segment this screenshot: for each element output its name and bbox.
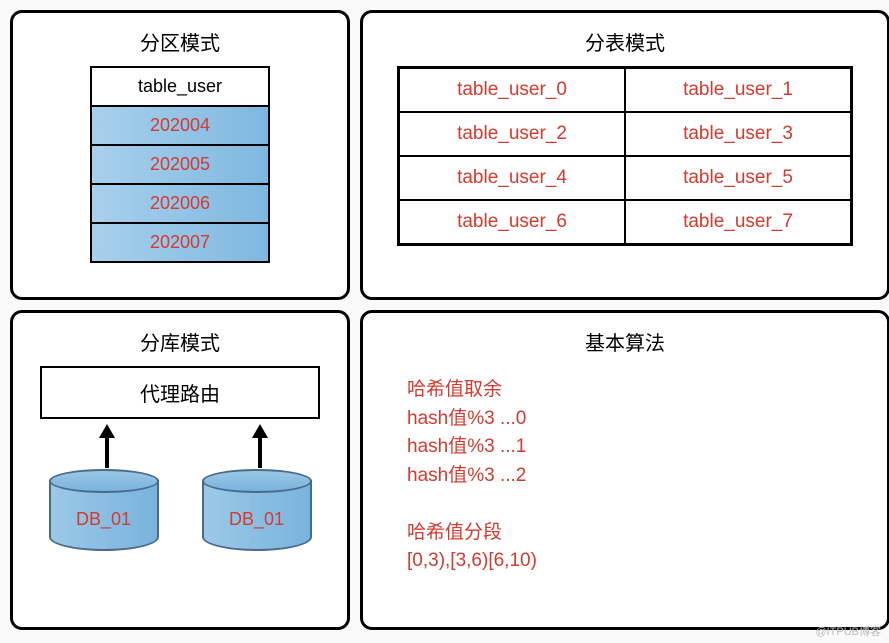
- algorithm-panel: 基本算法 哈希值取余 hash值%3 ...0 hash值%3 ...1 has…: [360, 310, 889, 630]
- table-cell: table_user_2: [399, 112, 625, 156]
- sharding-db-panel: 分库模式 代理路由 DB_01 DB_01: [10, 310, 350, 630]
- arrow-icon: [252, 424, 268, 438]
- table-cell: table_user_0: [399, 68, 625, 112]
- table-cell: table_user_3: [625, 112, 851, 156]
- database-icon: DB_01: [202, 469, 312, 551]
- database-icon: DB_01: [49, 469, 159, 551]
- partition-panel: 分区模式 table_user 202004 202005 202006 202…: [10, 10, 350, 300]
- table-cell: table_user_1: [625, 68, 851, 112]
- sharding-table-title: 分表模式: [377, 27, 873, 56]
- algo-line: hash值%3 ...2: [407, 462, 843, 491]
- watermark: @ITPUB博客: [815, 623, 881, 639]
- table-cell: table_user_7: [625, 200, 851, 244]
- algo-line: 哈希值取余: [407, 376, 843, 405]
- algorithm-body: 哈希值取余 hash值%3 ...0 hash值%3 ...1 hash值%3 …: [377, 366, 873, 586]
- partition-row: 202006: [90, 185, 270, 224]
- table-cell: table_user_4: [399, 156, 625, 200]
- partition-header: table_user: [90, 66, 270, 107]
- partition-title: 分区模式: [27, 27, 333, 56]
- algorithm-title: 基本算法: [377, 327, 873, 356]
- algo-line: hash值%3 ...0: [407, 405, 843, 434]
- algo-line: [407, 490, 843, 519]
- table-cell: table_user_5: [625, 156, 851, 200]
- table-cell: table_user_6: [399, 200, 625, 244]
- algo-line: hash值%3 ...1: [407, 433, 843, 462]
- db-row: DB_01 DB_01: [27, 469, 333, 551]
- proxy-box: 代理路由: [40, 366, 320, 419]
- algo-line: [0,3),[3,6)[6,10): [407, 547, 843, 576]
- sharding-table-panel: 分表模式 table_user_0 table_user_1 table_use…: [360, 10, 889, 300]
- sharding-db-title: 分库模式: [27, 327, 333, 356]
- partition-stack: table_user 202004 202005 202006 202007: [90, 66, 270, 263]
- arrow-icon: [99, 424, 115, 438]
- partition-row: 202004: [90, 107, 270, 146]
- sharding-table-grid: table_user_0 table_user_1 table_user_2 t…: [397, 66, 853, 246]
- partition-row: 202007: [90, 224, 270, 263]
- algo-line: 哈希值分段: [407, 519, 843, 548]
- partition-row: 202005: [90, 146, 270, 185]
